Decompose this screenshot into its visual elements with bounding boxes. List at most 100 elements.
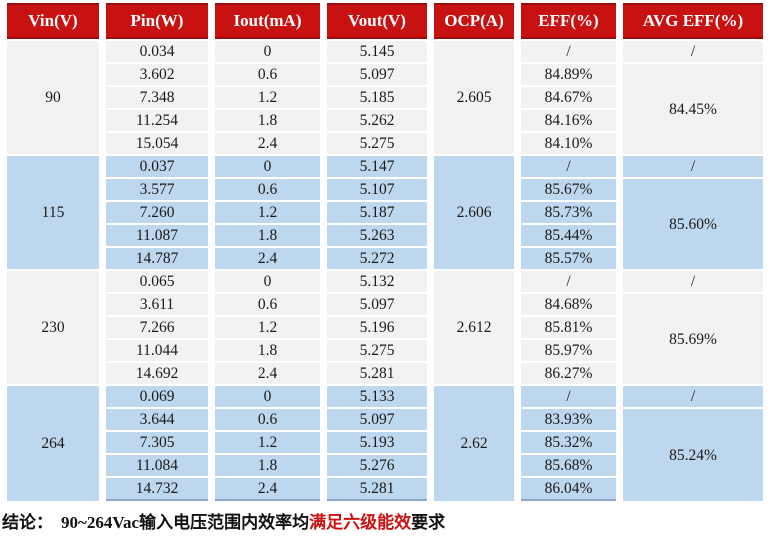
cell-iout: 0.6 xyxy=(215,294,320,315)
table-row: 3.577 0.6 5.107 85.67% 85.60% xyxy=(7,179,763,269)
cell-iout: 0.6 xyxy=(215,179,320,200)
conclusion-label: 结论： xyxy=(2,513,53,532)
col-header-pin: Pin(W) xyxy=(106,3,208,39)
cell-iout: 2.4 xyxy=(215,248,320,269)
table-row: 11.254 1.8 5.262 84.16% xyxy=(7,110,763,131)
cell-pin: 14.732 xyxy=(106,478,208,501)
cell-pin: 15.054 xyxy=(106,133,208,154)
table-row: 3.611 0.6 5.097 84.68% 85.69% xyxy=(7,294,763,384)
cell-vout: 5.097 xyxy=(327,64,427,85)
cell-pin: 7.305 xyxy=(106,432,208,453)
cell-eff: 85.67% xyxy=(521,179,616,200)
header-row: Vin(V) Pin(W) Iout(mA) Vout(V) OCP(A) EF… xyxy=(7,3,763,39)
table-row: 15.054 2.4 5.275 84.10% xyxy=(7,133,763,154)
cell-iout: 2.4 xyxy=(215,363,320,384)
cell-iout: 0 xyxy=(215,271,320,292)
cell-eff: 85.32% xyxy=(521,432,616,453)
cell-pin: 0.037 xyxy=(106,156,208,177)
cell-ocp: 2.612 xyxy=(434,271,514,384)
cell-vout: 5.281 xyxy=(327,478,427,501)
cell-eff: 86.04% xyxy=(521,478,616,501)
cell-avg-eff-top: / xyxy=(623,156,763,177)
cell-vin: 90 xyxy=(7,41,99,154)
conclusion-suffix: 要求 xyxy=(411,513,446,532)
cell-vout: 5.262 xyxy=(327,110,427,131)
cell-eff: 85.73% xyxy=(521,202,616,223)
cell-iout: 0 xyxy=(215,41,320,62)
cell-vout: 5.097 xyxy=(327,409,427,430)
cell-pin: 7.266 xyxy=(106,317,208,338)
cell-eff: 83.93% xyxy=(521,409,616,430)
cell-vout: 5.185 xyxy=(327,87,427,108)
cell-eff: / xyxy=(521,41,616,62)
cell-vin: 230 xyxy=(7,271,99,384)
cell-iout: 1.8 xyxy=(215,225,320,246)
cell-vout: 5.145 xyxy=(327,41,427,62)
cell-avg-eff-top: / xyxy=(623,41,763,62)
cell-eff: 85.68% xyxy=(521,455,616,476)
cell-vout: 5.187 xyxy=(327,202,427,223)
cell-iout: 1.8 xyxy=(215,340,320,361)
cell-pin: 11.254 xyxy=(106,110,208,131)
col-header-ocp: OCP(A) xyxy=(434,3,514,39)
cell-iout: 1.2 xyxy=(215,87,320,108)
cell-vout: 5.133 xyxy=(327,386,427,407)
cell-pin: 3.644 xyxy=(106,409,208,430)
cell-iout: 1.2 xyxy=(215,317,320,338)
cell-iout: 2.4 xyxy=(215,133,320,154)
cell-eff: 84.67% xyxy=(521,87,616,108)
cell-pin: 7.348 xyxy=(106,87,208,108)
conclusion-body: 90~264Vac输入电压范围内效率均 xyxy=(61,513,310,532)
table-row: 230 0.065 0 5.132 2.612 / / xyxy=(7,271,763,384)
col-header-vout: Vout(V) xyxy=(327,3,427,39)
cell-avg-eff: 85.69% xyxy=(623,294,763,384)
cell-eff: 85.57% xyxy=(521,248,616,269)
cell-iout: 0.6 xyxy=(215,64,320,85)
cell-pin: 14.787 xyxy=(106,248,208,269)
cell-pin: 11.044 xyxy=(106,340,208,361)
cell-eff: 84.10% xyxy=(521,133,616,154)
col-header-eff: EFF(%) xyxy=(521,3,616,39)
col-header-iout: Iout(mA) xyxy=(215,3,320,39)
cell-avg-eff-top: / xyxy=(623,386,763,407)
table-row: 11.087 1.8 5.263 85.44% xyxy=(7,225,763,246)
cell-pin: 0.065 xyxy=(106,271,208,292)
cell-vout: 5.276 xyxy=(327,455,427,476)
cell-pin: 11.084 xyxy=(106,455,208,476)
cell-eff: 85.44% xyxy=(521,225,616,246)
cell-vout: 5.272 xyxy=(327,248,427,269)
table-row: 3.602 0.6 5.097 84.89% 84.45% xyxy=(7,64,763,154)
cell-iout: 0 xyxy=(215,386,320,407)
cell-vout: 5.275 xyxy=(327,133,427,154)
cell-vout: 5.263 xyxy=(327,225,427,246)
cell-eff: 85.81% xyxy=(521,317,616,338)
table-row: 90 0.034 0 5.145 2.605 / / xyxy=(7,41,763,154)
cell-iout: 0 xyxy=(215,156,320,177)
cell-avg-eff-top: / xyxy=(623,271,763,292)
cell-eff: 84.16% xyxy=(521,110,616,131)
cell-eff: 86.27% xyxy=(521,363,616,384)
table-row: 7.348 1.2 5.185 84.67% xyxy=(7,87,763,108)
cell-iout: 1.8 xyxy=(215,455,320,476)
table-row: 7.260 1.2 5.187 85.73% xyxy=(7,202,763,223)
table-row: 14.692 2.4 5.281 86.27% xyxy=(7,363,763,384)
table-row: 7.305 1.2 5.193 85.32% xyxy=(7,432,763,453)
cell-iout: 0.6 xyxy=(215,409,320,430)
cell-vin: 264 xyxy=(7,386,99,501)
cell-vout: 5.132 xyxy=(327,271,427,292)
table-row: 11.084 1.8 5.276 85.68% xyxy=(7,455,763,476)
cell-avg-eff: 85.24% xyxy=(623,409,763,501)
table-row: 14.787 2.4 5.272 85.57% xyxy=(7,248,763,269)
cell-vin: 115 xyxy=(7,156,99,269)
table-row: 115 0.037 0 5.147 2.606 / / xyxy=(7,156,763,269)
cell-eff: 85.97% xyxy=(521,340,616,361)
cell-vout: 5.281 xyxy=(327,363,427,384)
cell-pin: 3.577 xyxy=(106,179,208,200)
col-header-vin: Vin(V) xyxy=(7,3,99,39)
cell-vout: 5.196 xyxy=(327,317,427,338)
cell-ocp: 2.62 xyxy=(434,386,514,501)
cell-pin: 3.611 xyxy=(106,294,208,315)
conclusion-highlight: 满足六级能效 xyxy=(309,513,412,532)
cell-vout: 5.147 xyxy=(327,156,427,177)
